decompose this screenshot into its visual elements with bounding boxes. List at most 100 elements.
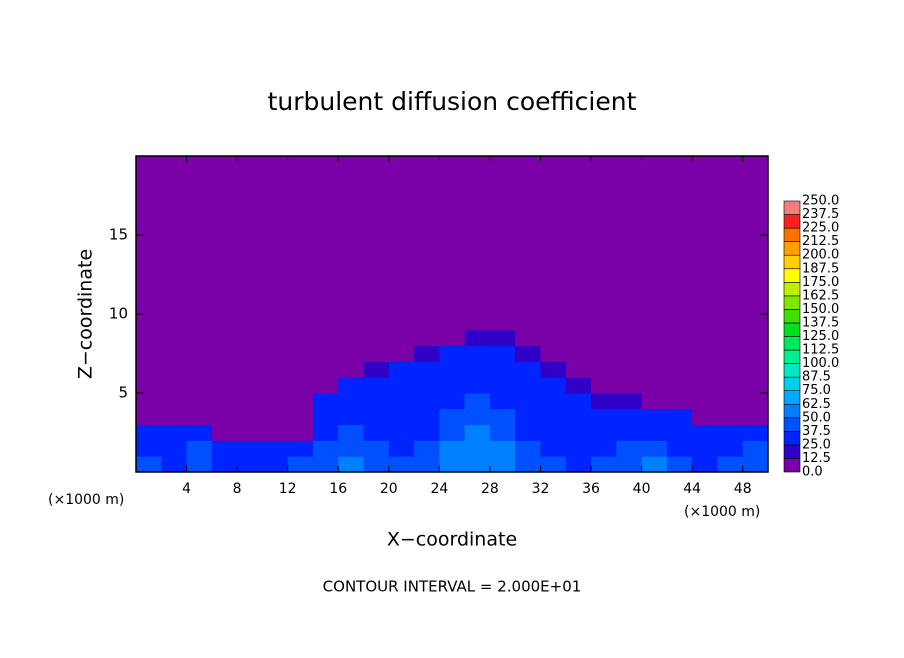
colorbar-cell [783, 214, 801, 229]
field-cell [388, 408, 415, 426]
colorbar-cell [783, 444, 801, 459]
field-cell [742, 408, 769, 426]
field-cell [489, 408, 516, 426]
field-cell [338, 408, 365, 426]
field-cell [464, 345, 491, 362]
colorbar-cell [783, 363, 801, 378]
field-cell [540, 440, 567, 457]
field-cell [388, 377, 415, 394]
field-cell [565, 456, 592, 473]
field-cell [414, 329, 440, 347]
colorbar-label: 50.0 [802, 410, 831, 425]
field-cell [565, 440, 592, 457]
field-cell [136, 440, 162, 457]
field-cell [312, 456, 339, 473]
field-cell [237, 440, 263, 457]
x-tick-label: 12 [279, 481, 297, 497]
field-cell [742, 329, 769, 347]
field-cell [262, 456, 289, 473]
field-cell [742, 440, 769, 457]
colorbar-label: 162.5 [802, 288, 839, 303]
field-cell [717, 456, 744, 473]
field-cell [540, 456, 567, 473]
field-cell [136, 345, 162, 362]
field-cell [186, 361, 213, 378]
colorbar-cell [783, 431, 801, 446]
field-cell [136, 156, 162, 331]
field-cell [287, 440, 314, 457]
field-cell [338, 393, 365, 410]
field-cell [414, 424, 440, 441]
plot-frame [135, 155, 769, 473]
field-cell [692, 424, 718, 441]
y-tick-label: 15 [109, 226, 128, 244]
field-cell [515, 440, 541, 457]
field-cell [489, 377, 516, 394]
field-cell [414, 345, 440, 362]
colorbar-label: 0.0 [802, 465, 823, 480]
y-tick-label: 5 [118, 384, 128, 402]
field-cell [515, 377, 541, 394]
field-cell [717, 440, 744, 457]
field-cell [414, 361, 440, 378]
colorbar-label: 112.5 [802, 343, 839, 358]
x-tick-label: 36 [582, 481, 600, 497]
field-cell [136, 377, 162, 394]
field-cell [565, 156, 592, 331]
field-cell [287, 377, 314, 394]
field-cell [287, 424, 314, 441]
field-cell [312, 377, 339, 394]
field-cell [388, 440, 415, 457]
field-cell [666, 361, 693, 378]
field-cell [591, 393, 617, 410]
field-cell [464, 456, 491, 473]
field-cell [237, 377, 263, 394]
field-cell [742, 393, 769, 410]
field-cell [237, 424, 263, 441]
x-tick-label: 24 [430, 481, 448, 497]
field-cell [692, 156, 718, 331]
field-cell [237, 329, 263, 347]
field-cell [186, 156, 213, 331]
field-cell [540, 156, 567, 331]
field-cell [363, 393, 390, 410]
field-cell [666, 424, 693, 441]
x-tick-label: 28 [481, 481, 499, 497]
field-cell [414, 156, 440, 331]
field-cell [464, 329, 491, 347]
colorbar-label: 25.0 [802, 437, 831, 452]
field-cell [439, 361, 466, 378]
field-cell [616, 361, 643, 378]
x-axis-label: X−coordinate [387, 529, 517, 551]
field-cell [136, 329, 162, 347]
field-cell [262, 329, 289, 347]
colorbar-label: 225.0 [802, 221, 839, 236]
field-cell [161, 393, 188, 410]
field-cell [388, 345, 415, 362]
field-cell [489, 361, 516, 378]
field-cell [211, 329, 238, 347]
field-cell [211, 393, 238, 410]
field-cell [692, 377, 718, 394]
field-cell [717, 329, 744, 347]
field-cell [287, 361, 314, 378]
field-cell [237, 361, 263, 378]
field-cell [616, 345, 643, 362]
colorbar-label: 12.5 [802, 451, 831, 466]
field-cell [338, 329, 365, 347]
colorbar-cell [783, 241, 801, 256]
field-cell [388, 361, 415, 378]
x-tick-label: 20 [380, 481, 398, 497]
field-cell [692, 361, 718, 378]
field-cell [540, 424, 567, 441]
field-cell [211, 361, 238, 378]
field-cell [489, 329, 516, 347]
field-cell [515, 456, 541, 473]
field-cell [161, 456, 188, 473]
field-cell [363, 440, 390, 457]
field-cell [515, 408, 541, 426]
colorbar-cell [783, 390, 801, 405]
field-cell [641, 456, 668, 473]
field-cell [565, 377, 592, 394]
colorbar-label: 125.0 [802, 329, 839, 344]
